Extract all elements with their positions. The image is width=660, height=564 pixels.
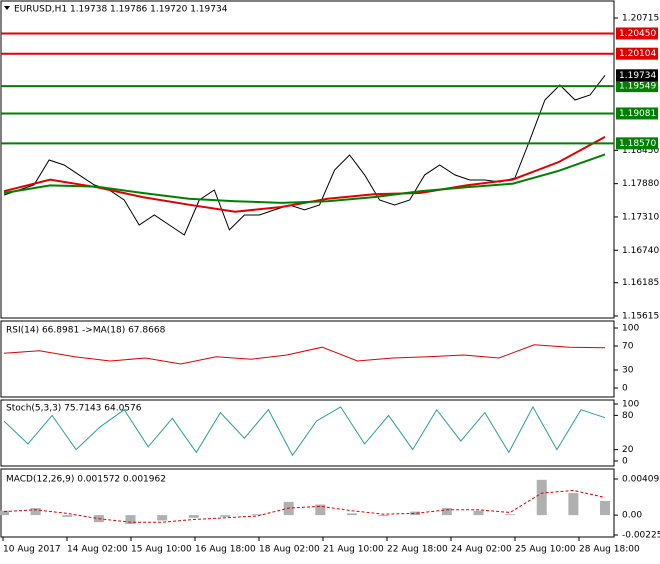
x-tick-label: 18 Aug 02:00 [259, 545, 320, 555]
level-label: 1.20104 [619, 49, 656, 59]
macd-bar [62, 515, 73, 517]
y-tick-label: 0 [622, 384, 628, 394]
y-tick-label: 0.00 [622, 511, 642, 521]
y-tick-label: 1.17880 [622, 179, 659, 189]
level-tag [616, 137, 658, 150]
main-panel [0, 0, 615, 319]
y-tick-label: 1.16185 [622, 278, 659, 288]
y-tick-label: 1.15615 [622, 312, 659, 322]
series-line [3, 74, 606, 236]
macd-bar [568, 493, 579, 516]
x-tick-label: 22 Aug 18:00 [387, 545, 448, 555]
y-tick-label: 1.20715 [622, 14, 659, 24]
macd-bar [188, 515, 199, 518]
y-tick-label: 100 [622, 324, 639, 334]
rsi-line [3, 344, 606, 365]
x-tick-label: 24 Aug 02:00 [451, 545, 512, 555]
main-header: EURUSD,H1 1.19738 1.19786 1.19720 1.1973… [14, 5, 228, 15]
level-tag [616, 47, 658, 60]
y-tick-label: 100 [622, 400, 639, 410]
macd-bar [536, 479, 547, 516]
macd-bar [315, 504, 326, 516]
y-tick-label: 0 [622, 457, 628, 467]
y-tick-label: 1.18450 [622, 146, 659, 156]
y-tick-label: 1.17310 [622, 212, 659, 222]
header-arrow [4, 6, 10, 10]
price-label: 1.19734 [619, 71, 656, 81]
rsi-panel [0, 320, 615, 398]
macd-bar [346, 513, 357, 516]
y-tick-label: 30 [622, 366, 634, 376]
rsi-header: RSI(14) 66.8981 ->MA(18) 67.8668 [6, 326, 166, 336]
macd-bar [473, 510, 484, 516]
x-tick-label: 14 Aug 02:00 [67, 545, 128, 555]
level-tag [616, 27, 658, 40]
x-tick-label: 16 Aug 18:00 [195, 545, 256, 555]
signal-line [3, 489, 606, 523]
stoch-line [3, 405, 606, 457]
y-tick-label: 80 [622, 411, 634, 421]
macd-bar [30, 508, 41, 516]
macd-bar [0, 510, 9, 516]
macd-bar [505, 514, 516, 516]
macd-bar [252, 514, 263, 516]
macd-bar [410, 511, 421, 516]
level-label: 1.20450 [619, 29, 656, 39]
y-tick-label: 0.004093 [622, 475, 660, 485]
level-label: 1.19081 [619, 109, 656, 119]
x-tick-label: 28 Aug 18:00 [579, 545, 640, 555]
macd-bar [600, 501, 610, 516]
macd-header: MACD(12,26,9) 0.001572 0.001962 [6, 475, 166, 485]
macd-bar [378, 515, 389, 517]
macd-bar [220, 515, 231, 517]
stoch-header: Stoch(5,3,3) 75.7143 64.0576 [6, 404, 142, 414]
y-tick-label: 1.16740 [622, 246, 659, 256]
x-tick-label: 21 Aug 10:00 [323, 545, 384, 555]
series-line [3, 153, 606, 204]
macd-bar [441, 508, 452, 516]
macd-panel [0, 468, 615, 538]
level-label: 1.19549 [619, 82, 656, 92]
x-tick-label: 10 Aug 2017 [3, 545, 61, 555]
level-tag [616, 80, 658, 93]
level-label: 1.18570 [619, 139, 656, 149]
y-tick-label: 20 [622, 445, 634, 455]
macd-bar [157, 515, 168, 521]
level-tag [616, 107, 658, 120]
stoch-panel [0, 399, 615, 467]
series-line [3, 136, 606, 213]
x-tick-label: 15 Aug 10:00 [131, 545, 192, 555]
y-tick-label: 70 [622, 342, 634, 352]
price-tag [616, 69, 658, 82]
x-tick-label: 25 Aug 10:00 [515, 545, 576, 555]
macd-bar [125, 515, 136, 524]
